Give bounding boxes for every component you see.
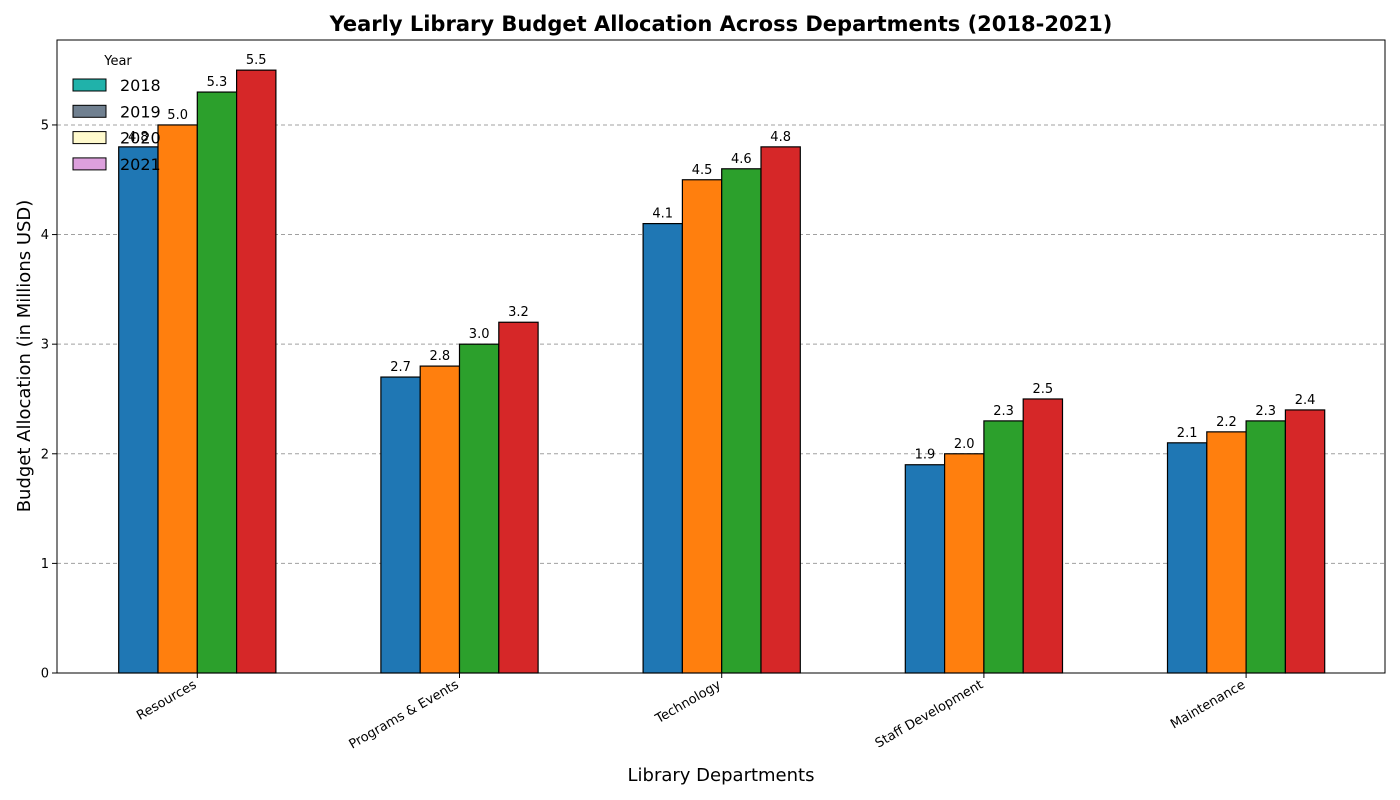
bar-value-label: 3.0 <box>469 327 490 342</box>
x-tick-label: Staff Development <box>873 677 986 751</box>
bar-2019 <box>419 365 461 674</box>
bar-value-label: 2.3 <box>1255 404 1276 419</box>
legend-label: 2019 <box>120 102 161 121</box>
bar-2021 <box>760 146 801 674</box>
bar-2020 <box>1245 420 1286 674</box>
plot-area-frame <box>56 39 1386 674</box>
bar-value-label: 5.5 <box>246 53 267 68</box>
y-tick-label: 5 <box>41 118 49 133</box>
x-axis-label: Library Departments <box>628 765 815 786</box>
bar-2018 <box>118 146 159 674</box>
bar-value-label: 2.7 <box>390 360 411 375</box>
bar-2018 <box>1166 442 1208 674</box>
bar-2020 <box>196 91 238 674</box>
legend-label: 2020 <box>120 129 161 148</box>
bar-value-label: 5.3 <box>207 75 228 90</box>
bar-value-label: 2.2 <box>1216 415 1237 430</box>
legend-swatch-2019 <box>72 104 107 118</box>
bar-value-label: 4.5 <box>692 163 713 178</box>
x-tick-label: Programs & Events <box>347 677 462 752</box>
y-axis-ticks: 0 1 2 3 4 5 <box>41 118 57 682</box>
x-axis-ticks: Resources Programs & Events Technology Staf… <box>134 673 1248 752</box>
legend-label: 2021 <box>120 155 161 174</box>
bar-2021 <box>1022 398 1064 674</box>
bar-2019 <box>943 453 985 674</box>
bar-2019 <box>1206 431 1247 674</box>
y-axis-label: Budget Allocation (in Millions USD) <box>14 200 35 513</box>
chart-title: Yearly Library Budget Allocation Across … <box>329 12 1113 36</box>
bar-2020 <box>458 343 500 674</box>
bar-2020 <box>983 420 1024 674</box>
bar-2021 <box>498 321 539 674</box>
bar-2021 <box>236 69 277 674</box>
y-tick-label: 3 <box>41 338 49 353</box>
legend: Year 2018 2019 2020 2021 <box>72 54 161 174</box>
legend-swatch-2021 <box>72 157 107 171</box>
bar-2021 <box>1284 409 1326 674</box>
bar-value-label: 4.1 <box>652 207 673 222</box>
bar-2018 <box>380 376 421 674</box>
bar-2018 <box>904 464 946 674</box>
data-labels: 4.8 5.0 5.3 5.5 2.7 2.8 3.0 3.2 4.1 4.5 4.6 4.8 1.9 2… <box>128 53 1315 463</box>
legend-swatch-2020 <box>72 131 107 145</box>
bar-value-label: 2.3 <box>993 404 1014 419</box>
bar-value-label: 5.0 <box>167 108 188 123</box>
bar-value-label: 4.8 <box>770 130 791 145</box>
bar-value-label: 1.9 <box>915 448 936 463</box>
bars <box>118 69 1326 674</box>
legend-swatch-2018 <box>72 78 107 92</box>
bar-value-label: 2.5 <box>1033 382 1054 397</box>
y-tick-label: 1 <box>41 557 49 572</box>
bar-2019 <box>681 179 723 674</box>
bar-value-label: 2.1 <box>1177 426 1198 441</box>
bar-2019 <box>157 124 198 674</box>
y-tick-label: 4 <box>41 228 49 243</box>
x-tick-label: Maintenance <box>1168 677 1248 732</box>
x-tick-label: Technology <box>652 677 724 727</box>
bar-value-label: 2.4 <box>1295 393 1316 408</box>
bar-value-label: 2.0 <box>954 437 975 452</box>
y-tick-label: 0 <box>41 667 49 682</box>
legend-title: Year <box>103 54 132 69</box>
bar-value-label: 2.8 <box>430 349 451 364</box>
bar-2020 <box>721 168 762 674</box>
legend-label: 2018 <box>120 76 161 95</box>
bar-value-label: 3.2 <box>508 305 529 320</box>
bar-value-label: 4.8 <box>128 130 149 145</box>
x-tick-label: Resources <box>134 677 199 723</box>
bar-2018 <box>642 222 683 674</box>
y-tick-label: 2 <box>41 447 49 462</box>
bar-value-label: 4.6 <box>731 152 752 167</box>
